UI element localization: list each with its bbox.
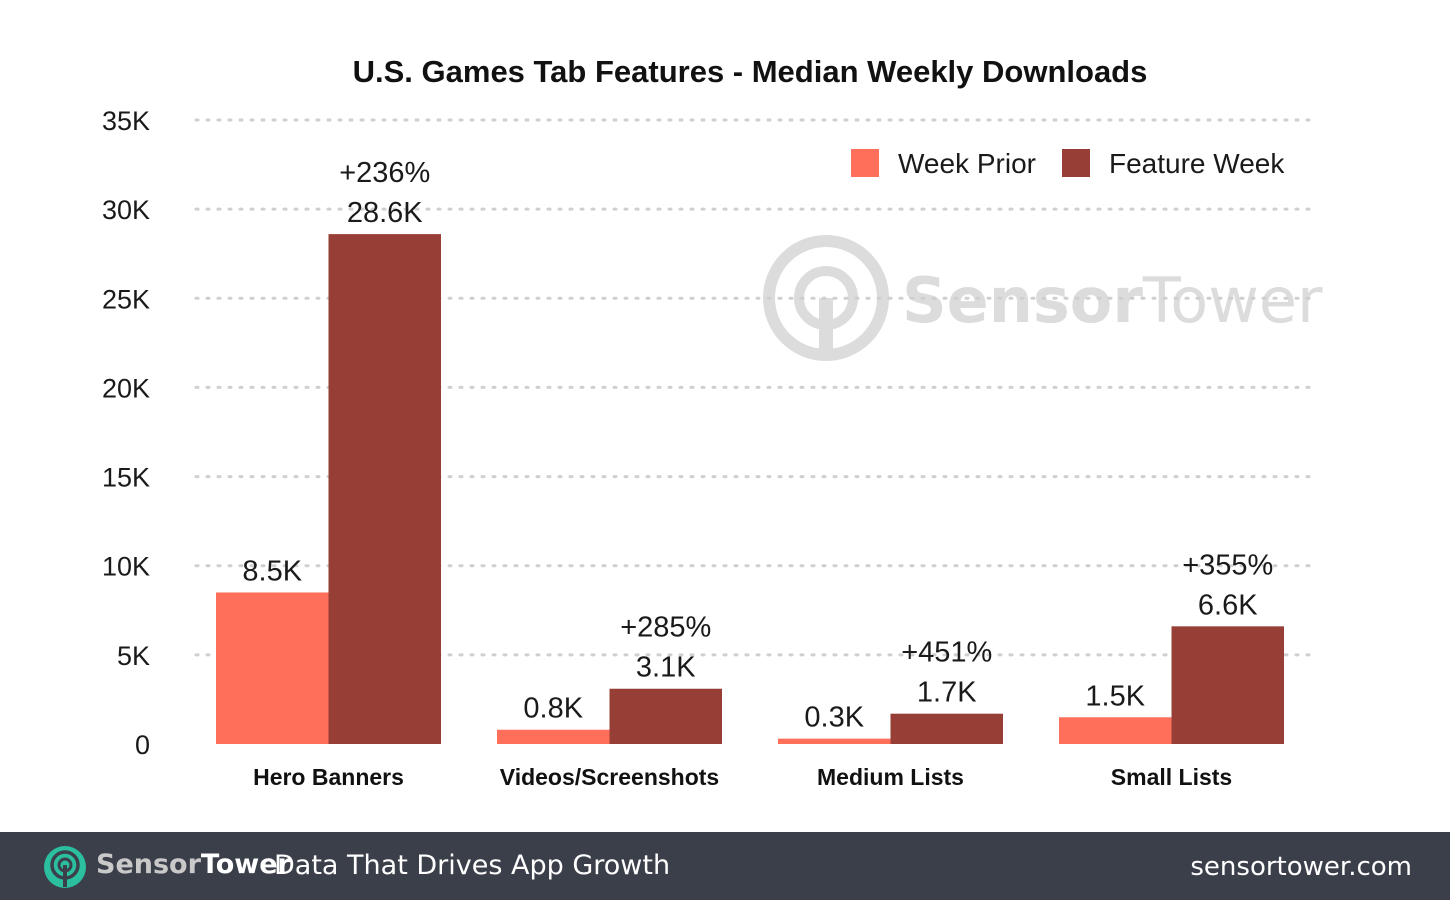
data-label: 6.6K (1198, 589, 1258, 621)
bars: 8.5K 28.6K +236% 0.8K 3.1K +285% 0.3K 1.7K +451%… (216, 157, 1284, 745)
bar-week-prior (778, 738, 891, 744)
legend-swatch (1062, 149, 1090, 177)
y-tick-label: 10K (102, 552, 150, 582)
data-label: 1.7K (917, 677, 977, 709)
data-label: 0.8K (523, 693, 583, 725)
chart: SensorTower 0 5K 10K 15K 20K 25K 30K 35K 8.5K 28… (102, 54, 1323, 790)
bar-week-prior (216, 592, 329, 744)
data-label: 28.6K (347, 197, 423, 229)
y-tick-label: 5K (117, 641, 150, 671)
legend-swatch (851, 149, 879, 177)
legend-label: Feature Week (1109, 148, 1285, 179)
chart-title: U.S. Games Tab Features - Median Weekly … (353, 54, 1148, 89)
data-label: 1.5K (1085, 680, 1145, 712)
y-tick-label: 15K (102, 463, 150, 493)
x-axis: Hero Banners Videos/Screenshots Medium Lis… (253, 764, 1232, 790)
bar-feature-week (890, 713, 1003, 744)
y-tick-label: 35K (102, 106, 150, 136)
y-tick-label: 20K (102, 373, 150, 403)
legend-label: Week Prior (898, 148, 1036, 179)
data-label: 0.3K (804, 702, 864, 734)
x-tick-label: Hero Banners (253, 764, 404, 790)
bar-week-prior (497, 729, 610, 744)
change-label: +355% (1182, 549, 1273, 581)
legend: Week Prior Feature Week (851, 148, 1285, 179)
bar-feature-week (328, 234, 441, 745)
bar-feature-week (1171, 626, 1284, 744)
bar-week-prior (1059, 717, 1172, 744)
change-label: +285% (620, 612, 711, 644)
x-tick-label: Small Lists (1111, 764, 1232, 790)
footer-tagline: Data That Drives App Growth (274, 850, 671, 881)
data-label: 8.5K (242, 555, 302, 587)
y-tick-label: 25K (102, 284, 150, 314)
x-tick-label: Videos/Screenshots (500, 764, 719, 790)
footer-website-link[interactable]: sensortower.com (1190, 852, 1412, 882)
data-label: 3.1K (636, 652, 696, 684)
y-axis: 0 5K 10K 15K 20K 25K 30K 35K (102, 106, 150, 760)
footer: SensorTower Data That Drives App Growth … (0, 832, 1450, 900)
sensortower-logo-icon (44, 846, 86, 888)
watermark: SensorTower (763, 235, 1323, 361)
change-label: +451% (901, 637, 992, 669)
y-tick-label: 0 (135, 730, 150, 760)
footer-brand: SensorTower (96, 849, 291, 880)
y-tick-label: 30K (102, 195, 150, 225)
x-tick-label: Medium Lists (817, 764, 964, 790)
change-label: +236% (339, 157, 430, 189)
watermark-logo-icon (763, 235, 889, 361)
watermark-text: SensorTower (902, 264, 1323, 337)
bar-feature-week (609, 688, 722, 744)
